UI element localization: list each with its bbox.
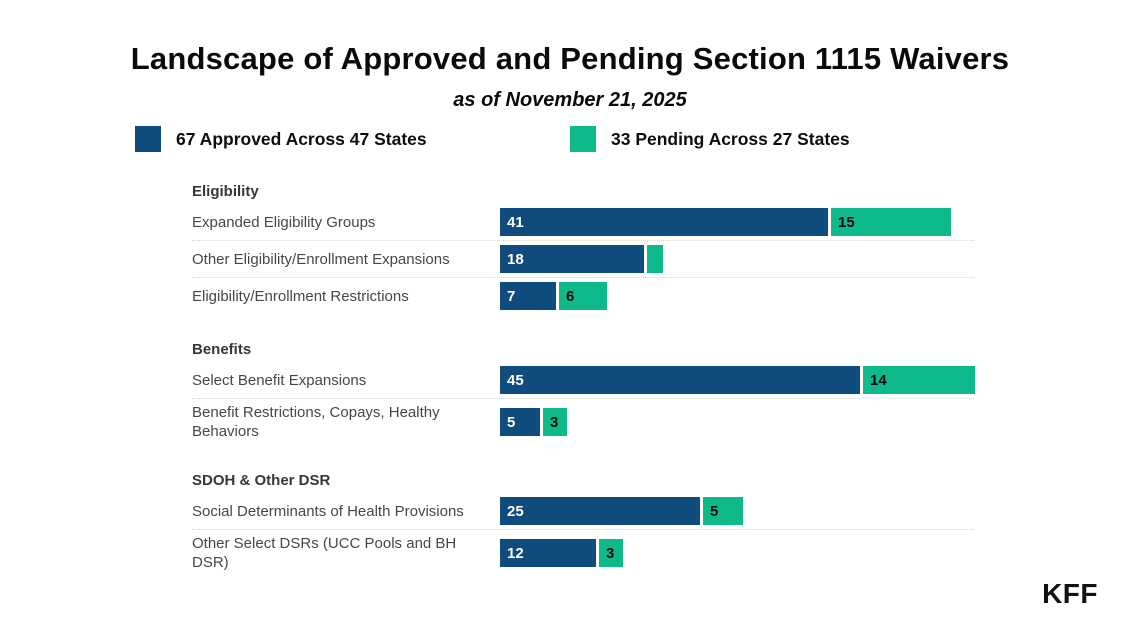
- approved-value: 18: [507, 250, 524, 268]
- row-label: Other Select DSRs (UCC Pools and BH DSR): [192, 535, 457, 571]
- kff-logo: KFF: [1042, 578, 1098, 609]
- row-bars: 7 6: [500, 282, 607, 310]
- row-label: Expanded Eligibility Groups: [192, 213, 376, 231]
- chart-row: Expanded Eligibility Groups 41 15: [192, 204, 974, 241]
- approved-bar: 41: [500, 208, 828, 236]
- legend-label-pending: 33 Pending Across 27 States: [611, 129, 850, 149]
- pending-bar: 14: [863, 366, 975, 394]
- pending-bar: 5: [703, 497, 743, 525]
- chart-row: Eligibility/Enrollment Restrictions 7 6: [192, 278, 974, 314]
- row-bars: 41 15: [500, 208, 951, 236]
- approved-value: 12: [507, 544, 524, 562]
- chart-row: Select Benefit Expansions 45 14: [192, 362, 975, 399]
- legend-label-approved: 67 Approved Across 47 States: [176, 129, 427, 149]
- approved-value: 7: [507, 287, 516, 305]
- approved-bar: 18: [500, 245, 644, 273]
- row-bars: 45 14: [500, 366, 975, 394]
- section-header: Benefits: [192, 341, 252, 358]
- approved-value: 41: [507, 213, 524, 231]
- chart-section: Benefits Select Benefit Expansions 45 14…: [192, 340, 975, 445]
- approved-bar: 25: [500, 497, 700, 525]
- row-bars: 5 3: [500, 408, 567, 436]
- row-bars: 18: [500, 245, 663, 273]
- pending-bar: 15: [831, 208, 951, 236]
- section-header: Eligibility: [192, 183, 259, 200]
- pending-bar: 6: [559, 282, 607, 310]
- section-rows: Select Benefit Expansions 45 14 Benefit …: [192, 362, 975, 445]
- row-label: Other Eligibility/Enrollment Expansions: [192, 250, 450, 268]
- page-title: Landscape of Approved and Pending Sectio…: [130, 41, 1010, 76]
- pending-value: 14: [870, 371, 887, 389]
- chart-row: Social Determinants of Health Provisions…: [192, 493, 974, 530]
- section-rows: Social Determinants of Health Provisions…: [192, 493, 974, 576]
- chart: Eligibility Expanded Eligibility Groups …: [192, 182, 975, 576]
- chart-row: Other Select DSRs (UCC Pools and BH DSR)…: [192, 530, 974, 576]
- page-subtitle: as of November 21, 2025: [453, 89, 687, 111]
- pending-value: 5: [710, 502, 719, 520]
- approved-bar: 12: [500, 539, 596, 567]
- pending-bar: 3: [599, 539, 623, 567]
- pending-value: 15: [838, 213, 855, 231]
- row-label: Eligibility/Enrollment Restrictions: [192, 287, 409, 305]
- chart-section: SDOH & Other DSR Social Determinants of …: [192, 471, 974, 576]
- row-bars: 12 3: [500, 539, 623, 567]
- approved-value: 45: [507, 371, 524, 389]
- chart-section: Eligibility Expanded Eligibility Groups …: [192, 182, 974, 314]
- chart-row: Other Eligibility/Enrollment Expansions …: [192, 241, 974, 278]
- pending-value: 6: [566, 287, 575, 305]
- legend-item-pending: 33 Pending Across 27 States: [570, 126, 850, 152]
- pending-bar: 3: [543, 408, 567, 436]
- approved-bar: 45: [500, 366, 860, 394]
- approved-bar: 7: [500, 282, 556, 310]
- pending-value: 3: [606, 544, 615, 562]
- approved-swatch: [135, 126, 161, 152]
- row-bars: 25 5: [500, 497, 743, 525]
- chart-row: Benefit Restrictions, Copays, Healthy Be…: [192, 399, 974, 445]
- row-label: Benefit Restrictions, Copays, Healthy Be…: [192, 404, 440, 440]
- approved-bar: 5: [500, 408, 540, 436]
- pending-swatch: [570, 126, 596, 152]
- legend-item-approved: 67 Approved Across 47 States: [135, 126, 427, 152]
- pending-bar: [647, 245, 663, 273]
- row-label: Select Benefit Expansions: [192, 371, 367, 389]
- approved-value: 5: [507, 413, 516, 431]
- pending-value: 3: [550, 413, 559, 431]
- section-rows: Expanded Eligibility Groups 41 15 Other …: [192, 204, 974, 314]
- approved-value: 25: [507, 502, 524, 520]
- row-label: Social Determinants of Health Provisions: [192, 502, 464, 520]
- section-header: SDOH & Other DSR: [192, 472, 331, 489]
